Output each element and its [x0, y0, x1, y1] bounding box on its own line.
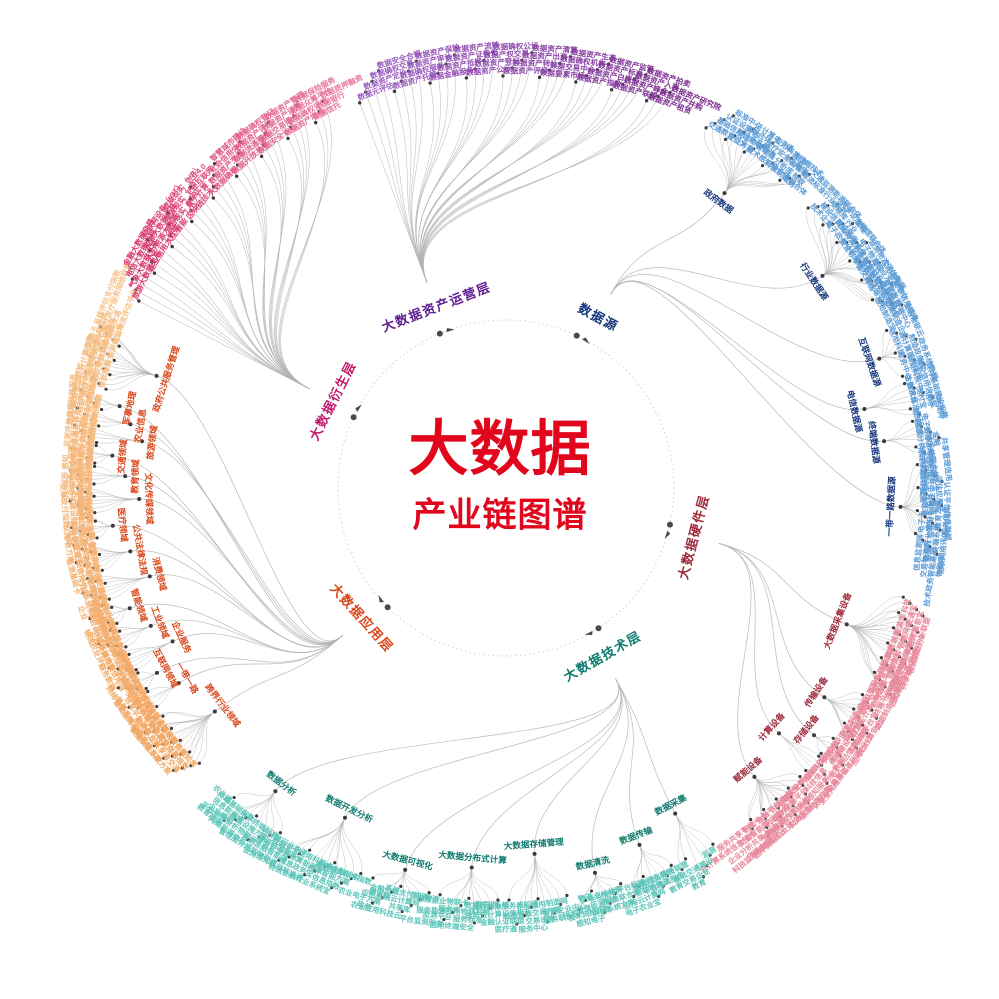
svg-text:大数据技术层: 大数据技术层	[561, 628, 644, 684]
svg-text:医疗领域: 医疗领域	[116, 507, 130, 543]
svg-text:一带一路数据源: 一带一路数据源	[883, 476, 897, 537]
svg-text:政府数据: 政府数据	[702, 186, 736, 216]
svg-text:传输设备: 传输设备	[801, 674, 830, 710]
svg-text:教育领域: 教育领域	[129, 459, 141, 494]
svg-text:政府公共服务管理: 政府公共服务管理	[150, 344, 182, 413]
svg-text:终端数据源: 终端数据源	[867, 420, 883, 464]
svg-text:电信数据源: 电信数据源	[845, 389, 865, 434]
svg-text:数据开发分析: 数据开发分析	[324, 792, 376, 825]
svg-text:数据采集: 数据采集	[653, 791, 689, 817]
svg-text:数据清洗: 数据清洗	[575, 853, 611, 872]
svg-text:医疗通: 医疗通	[495, 924, 518, 934]
svg-text:大数据资产运营层: 大数据资产运营层	[380, 279, 494, 335]
svg-text:大数据分布式计算: 大数据分布式计算	[438, 848, 508, 865]
svg-text:大数据衍生层: 大数据衍生层	[307, 358, 360, 442]
svg-text:农业信息: 农业信息	[131, 408, 148, 445]
svg-text:感知: 感知	[61, 455, 71, 470]
svg-text:大数据采集设备: 大数据采集设备	[821, 590, 854, 650]
svg-text:工业领域: 工业领域	[149, 604, 172, 640]
svg-text:消费领域: 消费领域	[151, 556, 170, 592]
svg-text:大数据存储管理: 大数据存储管理	[503, 836, 564, 852]
svg-text:数据分析: 数据分析	[265, 768, 299, 798]
svg-text:跨界行业领域: 跨界行业领域	[203, 681, 243, 729]
svg-text:存储设备: 存储设备	[791, 712, 821, 746]
svg-text:数据源: 数据源	[576, 300, 621, 334]
svg-text:计算设备: 计算设备	[756, 710, 787, 743]
svg-text:交通领域: 交通领域	[115, 438, 129, 474]
svg-text:大数据可视化: 大数据可视化	[381, 848, 434, 872]
svg-text:一带一路: 一带一路	[174, 660, 201, 696]
svg-text:企业服务: 企业服务	[170, 618, 195, 655]
svg-text:智能领域: 智能领域	[129, 587, 150, 623]
svg-text:数据传输: 数据传输	[618, 824, 654, 846]
svg-text:大数据应用层: 大数据应用层	[327, 581, 396, 656]
svg-text:文化传媒领域: 文化传媒领域	[143, 472, 156, 525]
svg-text:赋能设备: 赋能设备	[731, 753, 765, 784]
svg-text:大数据硬件层: 大数据硬件层	[676, 493, 712, 581]
